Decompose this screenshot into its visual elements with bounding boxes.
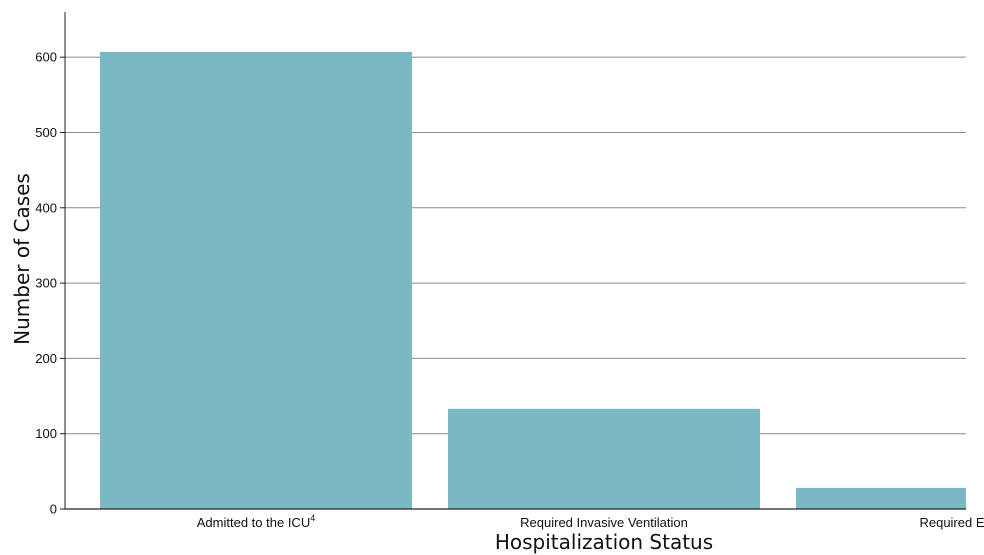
x-tick-label-text: Required Invasive Ventilation	[520, 515, 688, 530]
bar	[100, 51, 412, 509]
x-tick-label-text: Admitted to the ICU	[197, 515, 310, 530]
y-tick-label: 500	[35, 125, 57, 140]
y-axis-title: Number of Cases	[10, 173, 34, 345]
y-axis-ticks: 0 100 200 300 400 500 600	[35, 50, 65, 517]
x-tick-label: Required Invasive Ventilation	[520, 515, 688, 530]
x-tick-label: Admitted to the ICU4	[197, 513, 315, 530]
y-tick-label: 100	[35, 426, 57, 441]
bar	[796, 487, 966, 509]
y-tick-label: 200	[35, 351, 57, 366]
y-tick-label: 600	[35, 50, 57, 65]
x-axis-title: Hospitalization Status	[495, 530, 713, 554]
bars	[100, 51, 966, 509]
x-tick-label-text: Required E	[919, 515, 984, 530]
y-tick-label: 300	[35, 276, 57, 291]
y-tick-label: 400	[35, 200, 57, 215]
bar	[448, 408, 760, 509]
x-tick-label-superscript: 4	[310, 513, 315, 523]
axes	[64, 12, 966, 510]
x-tick-label: Required E	[919, 515, 984, 530]
x-axis-ticks: Admitted to the ICU4 Required Invasive Ve…	[197, 513, 984, 530]
y-tick-label: 0	[50, 502, 57, 517]
